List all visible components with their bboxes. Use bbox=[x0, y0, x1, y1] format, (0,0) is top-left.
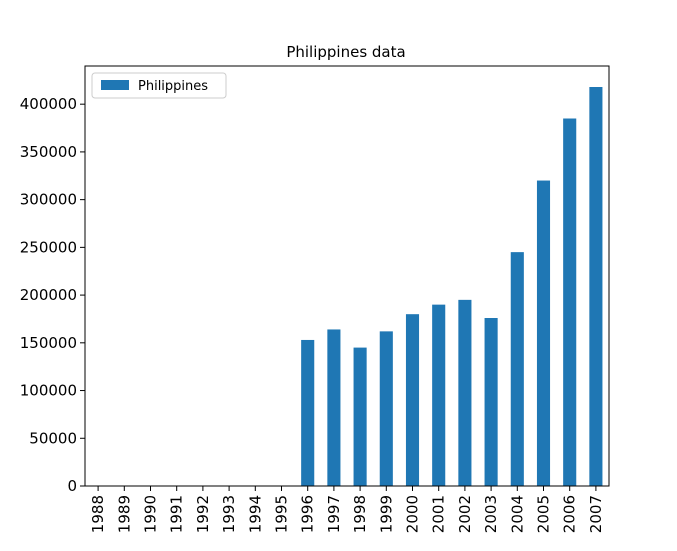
x-tick-label: 2005 bbox=[535, 495, 553, 533]
x-tick-label: 1988 bbox=[89, 495, 107, 533]
y-tick-label: 100000 bbox=[20, 382, 77, 400]
plot-frame bbox=[84, 65, 610, 487]
x-tick-label: 2004 bbox=[508, 495, 526, 533]
x-tick-label: 1998 bbox=[351, 495, 369, 533]
x-tick-label: 1993 bbox=[220, 495, 238, 533]
x-axis: 1988 1989 1990 1991 1992 1993 1994 1995 1996 1997… bbox=[89, 486, 605, 533]
y-tick-label: 400000 bbox=[20, 95, 77, 113]
y-tick-label: 300000 bbox=[20, 191, 77, 209]
legend-box bbox=[91, 72, 227, 99]
bar-1999 bbox=[379, 331, 393, 486]
bar-1998 bbox=[353, 347, 367, 486]
x-tick-label: 1991 bbox=[168, 495, 186, 533]
bar-2006 bbox=[563, 118, 577, 486]
y-tick-label: 200000 bbox=[20, 286, 77, 304]
x-tick-label: 2000 bbox=[404, 495, 422, 533]
y-tick-label: 350000 bbox=[20, 143, 77, 161]
x-tick-label: 2007 bbox=[587, 495, 605, 533]
x-tick-label: 1992 bbox=[194, 495, 212, 533]
x-tick-label: 1995 bbox=[273, 495, 291, 533]
y-tick-label: 250000 bbox=[20, 238, 77, 256]
y-tick-label: 50000 bbox=[29, 429, 77, 447]
bar-1997 bbox=[327, 329, 341, 486]
y-tick-label: 150000 bbox=[20, 334, 77, 352]
legend: Philippines bbox=[91, 72, 227, 99]
x-tick-label: 1989 bbox=[115, 495, 133, 533]
x-tick-label: 1997 bbox=[325, 495, 343, 533]
bar-2007 bbox=[589, 87, 603, 486]
bar-2000 bbox=[405, 314, 420, 486]
x-tick-label: 1994 bbox=[246, 495, 264, 533]
y-tick-label: 0 bbox=[67, 477, 77, 495]
x-tick-label: 1999 bbox=[377, 495, 395, 533]
x-tick-label: 2002 bbox=[456, 495, 474, 533]
bars-group bbox=[301, 87, 603, 486]
bar-2002 bbox=[458, 299, 472, 486]
bar-2001 bbox=[432, 304, 446, 486]
bar-2005 bbox=[536, 180, 551, 486]
y-axis: 0 50000 100000 150000 200000 250000 300000 3500… bbox=[20, 95, 85, 495]
x-tick-label: 2001 bbox=[430, 495, 448, 533]
bar-1996 bbox=[301, 339, 315, 486]
x-tick-label: 2006 bbox=[561, 495, 579, 533]
x-tick-label: 1996 bbox=[299, 495, 317, 533]
x-tick-label: 2003 bbox=[482, 495, 500, 533]
legend-label: Philippines bbox=[138, 79, 208, 94]
legend-swatch bbox=[101, 80, 129, 90]
bar-2003 bbox=[484, 318, 498, 486]
x-tick-label: 1990 bbox=[142, 495, 160, 533]
chart-title: Philippines data bbox=[286, 43, 405, 61]
bar-2004 bbox=[510, 252, 524, 486]
